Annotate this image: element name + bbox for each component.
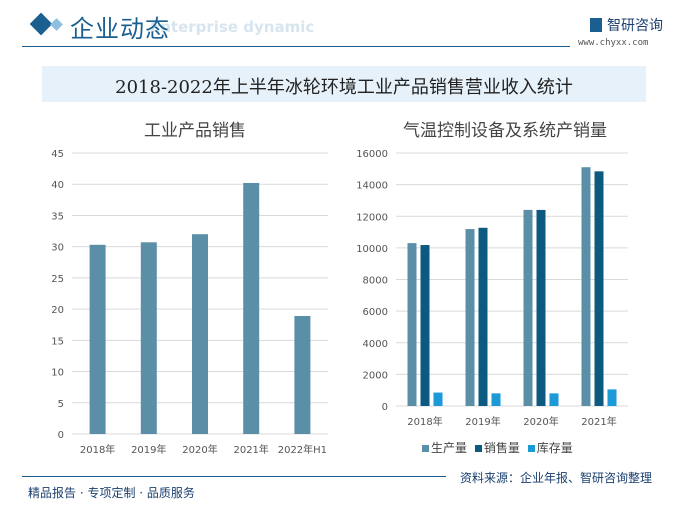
brand-logo: 智研咨询 bbox=[590, 15, 663, 35]
x-tick-label: 2019年 bbox=[131, 443, 166, 456]
y-tick-label: 2000 bbox=[363, 370, 388, 381]
footer-divider bbox=[22, 476, 446, 477]
bar-生产量 bbox=[523, 209, 533, 406]
y-tick-label: 0 bbox=[58, 430, 64, 441]
bar-生产量 bbox=[581, 167, 591, 406]
bar-value bbox=[243, 182, 260, 434]
x-tick-label: 2019年 bbox=[465, 415, 500, 428]
bar-value bbox=[294, 315, 311, 434]
legend-inventory: 库存量 bbox=[536, 441, 573, 455]
bar-销售量 bbox=[420, 245, 430, 406]
x-tick-label: 2018年 bbox=[407, 415, 442, 428]
y-tick-label: 45 bbox=[51, 149, 64, 160]
y-tick-label: 10000 bbox=[356, 244, 388, 255]
y-tick-label: 8000 bbox=[363, 276, 388, 287]
x-tick-label: 2020年 bbox=[523, 415, 558, 428]
legend-swatch-sales bbox=[474, 445, 482, 452]
y-tick-label: 15 bbox=[51, 336, 64, 347]
y-tick-label: 12000 bbox=[356, 212, 388, 223]
bar-销售量 bbox=[478, 227, 488, 406]
bar-value bbox=[140, 242, 157, 434]
title-band bbox=[42, 66, 646, 102]
section-subtitle: Enterprise dynamic bbox=[150, 18, 315, 36]
y-tick-label: 16000 bbox=[356, 149, 388, 160]
bar-value bbox=[89, 244, 106, 434]
section-title: 企业动态 bbox=[70, 15, 170, 43]
y-tick-label: 10 bbox=[51, 368, 64, 379]
y-tick-label: 25 bbox=[51, 274, 64, 285]
bar-库存量 bbox=[433, 392, 443, 406]
main-title: 2018-2022年上半年冰轮环境工业产品销售营业收入统计 bbox=[115, 77, 573, 98]
legend-swatch-inventory bbox=[527, 445, 535, 452]
bar-库存量 bbox=[491, 393, 501, 406]
footer-source: 资料来源：企业年报、智研咨询整理 bbox=[460, 471, 653, 485]
chart-title-left: 工业产品销售 bbox=[144, 121, 246, 141]
y-tick-label: 5 bbox=[58, 399, 64, 410]
y-tick-label: 30 bbox=[51, 243, 64, 254]
legend-production: 生产量 bbox=[431, 441, 468, 455]
x-tick-label: 2022年H1 bbox=[278, 443, 327, 456]
bar-生产量 bbox=[407, 243, 417, 406]
bar-销售量 bbox=[594, 171, 604, 406]
y-tick-label: 35 bbox=[51, 211, 64, 222]
legend-swatch-production bbox=[422, 445, 429, 452]
brand-name: 智研咨询 bbox=[607, 18, 663, 34]
header-divider bbox=[22, 46, 570, 47]
legend: 生产量 销售量 库存量 bbox=[418, 439, 573, 456]
y-tick-label: 14000 bbox=[356, 181, 388, 192]
bar-销售量 bbox=[536, 209, 546, 406]
bar-生产量 bbox=[465, 229, 475, 406]
x-tick-label: 2018年 bbox=[80, 443, 115, 456]
footer-slogan: 精品报告 · 专项定制 · 品质服务 bbox=[28, 486, 195, 500]
brand-icon bbox=[590, 18, 602, 32]
y-tick-label: 20 bbox=[51, 305, 64, 316]
y-tick-label: 4000 bbox=[363, 339, 388, 350]
y-tick-label: 40 bbox=[51, 180, 64, 191]
bar-value bbox=[192, 234, 208, 434]
y-tick-label: 6000 bbox=[363, 307, 388, 318]
x-tick-label: 2021年 bbox=[581, 415, 616, 428]
brand-url: www.chyxx.com bbox=[578, 38, 649, 48]
x-tick-label: 2021年 bbox=[233, 443, 268, 456]
legend-sales: 销售量 bbox=[483, 441, 520, 455]
bar-库存量 bbox=[607, 389, 617, 406]
y-tick-label: 0 bbox=[382, 402, 388, 413]
x-tick-label: 2020年 bbox=[182, 443, 217, 456]
bar-库存量 bbox=[549, 393, 559, 406]
chart-title-right: 气温控制设备及系统产销量 bbox=[403, 121, 607, 141]
